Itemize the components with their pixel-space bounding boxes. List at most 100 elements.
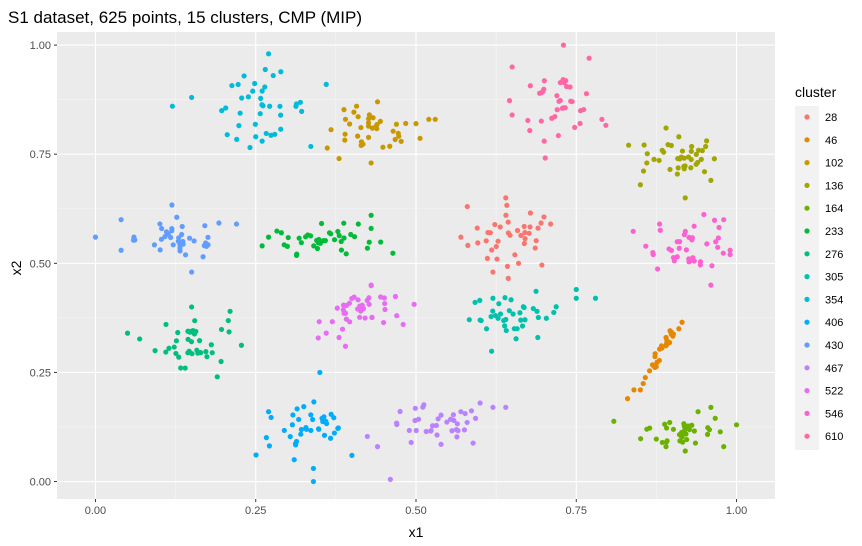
point-cluster-406 [253,452,259,458]
point-cluster-354 [270,72,276,79]
point-cluster-102 [342,137,348,143]
point-cluster-28 [538,220,544,226]
point-cluster-467 [412,405,418,411]
point-cluster-136 [640,168,647,174]
y-axis-ticks: 0.00 0.25 0.50 0.75 1.00 [30,40,57,489]
point-cluster-610 [577,120,583,127]
point-cluster-233 [328,231,334,237]
point-cluster-406 [298,426,305,433]
point-cluster-276 [166,345,172,351]
point-cluster-305 [517,310,523,316]
point-cluster-430 [180,241,186,247]
point-cluster-28 [522,236,528,242]
point-cluster-305 [490,295,496,301]
point-cluster-354 [250,88,256,94]
point-cluster-610 [554,107,560,113]
point-cluster-406 [265,409,272,415]
point-cluster-354 [234,136,240,142]
point-cluster-406 [331,430,338,436]
point-cluster-276 [192,318,198,324]
legend-key-522 [804,388,810,394]
legend-label-467: 467 [825,363,843,375]
point-cluster-430 [233,221,240,227]
point-cluster-233 [318,220,325,227]
point-cluster-430 [179,223,185,230]
point-cluster-546 [666,246,672,252]
point-cluster-467 [444,419,450,425]
point-cluster-430 [162,234,168,240]
point-cluster-233 [278,230,284,236]
point-cluster-305 [503,316,509,323]
point-cluster-546 [674,239,680,245]
point-cluster-276 [173,338,180,344]
point-cluster-136 [682,163,688,169]
point-cluster-354 [247,144,253,151]
point-cluster-522 [343,316,349,322]
point-cluster-276 [173,350,179,357]
point-cluster-46 [637,387,643,393]
point-cluster-28 [512,252,518,258]
point-cluster-102 [398,138,404,144]
point-cluster-546 [691,258,697,264]
point-cluster-610 [541,86,547,92]
point-cluster-406 [293,442,299,448]
point-cluster-354 [278,112,284,118]
point-cluster-546 [630,228,636,234]
point-cluster-467 [490,404,496,410]
point-cluster-233 [296,235,302,241]
point-cluster-610 [560,105,566,111]
point-cluster-546 [674,254,680,260]
point-cluster-28 [522,229,528,236]
point-cluster-610 [556,98,562,104]
point-cluster-46 [670,333,676,339]
point-cluster-102 [387,143,393,149]
x-tick-label: 0.25 [245,505,266,517]
point-cluster-28 [526,230,532,236]
point-cluster-233 [274,228,280,234]
point-cluster-406 [290,412,296,418]
point-cluster-610 [552,113,558,120]
point-cluster-102 [369,125,376,131]
point-cluster-102 [328,127,334,133]
point-cluster-522 [323,330,329,336]
point-cluster-522 [334,305,340,311]
point-cluster-164 [708,404,714,410]
point-cluster-102 [346,121,353,127]
point-cluster-102 [366,112,372,118]
point-cluster-546 [727,251,733,258]
point-cluster-164 [682,448,688,454]
point-cluster-522 [382,300,388,307]
point-cluster-305 [522,317,528,323]
legend-key-406 [804,319,810,325]
point-cluster-546 [686,256,692,262]
point-cluster-28 [504,202,510,208]
point-cluster-467 [435,416,441,422]
point-cluster-354 [245,94,251,100]
point-cluster-546 [715,235,721,241]
point-cluster-28 [503,195,509,201]
point-cluster-102 [374,121,380,128]
point-cluster-276 [218,326,225,333]
point-cluster-233 [316,236,322,243]
legend-key-102 [804,160,810,166]
point-cluster-546 [704,241,710,247]
point-cluster-276 [189,304,195,310]
point-cluster-522 [329,319,335,325]
point-cluster-354 [259,138,265,144]
point-cluster-28 [485,229,491,236]
point-cluster-305 [518,317,524,323]
point-cluster-610 [509,112,515,118]
point-cluster-522 [336,334,342,341]
point-cluster-430 [189,269,195,275]
point-cluster-354 [267,103,273,109]
point-cluster-276 [208,342,214,348]
point-cluster-28 [514,227,521,234]
point-cluster-546 [715,244,721,250]
point-cluster-305 [510,311,516,317]
legend-label-233: 233 [825,226,843,238]
point-cluster-406 [310,465,317,472]
point-cluster-354 [258,95,264,101]
point-cluster-406 [310,478,317,485]
point-cluster-28 [532,245,538,251]
point-cluster-102 [324,145,330,151]
